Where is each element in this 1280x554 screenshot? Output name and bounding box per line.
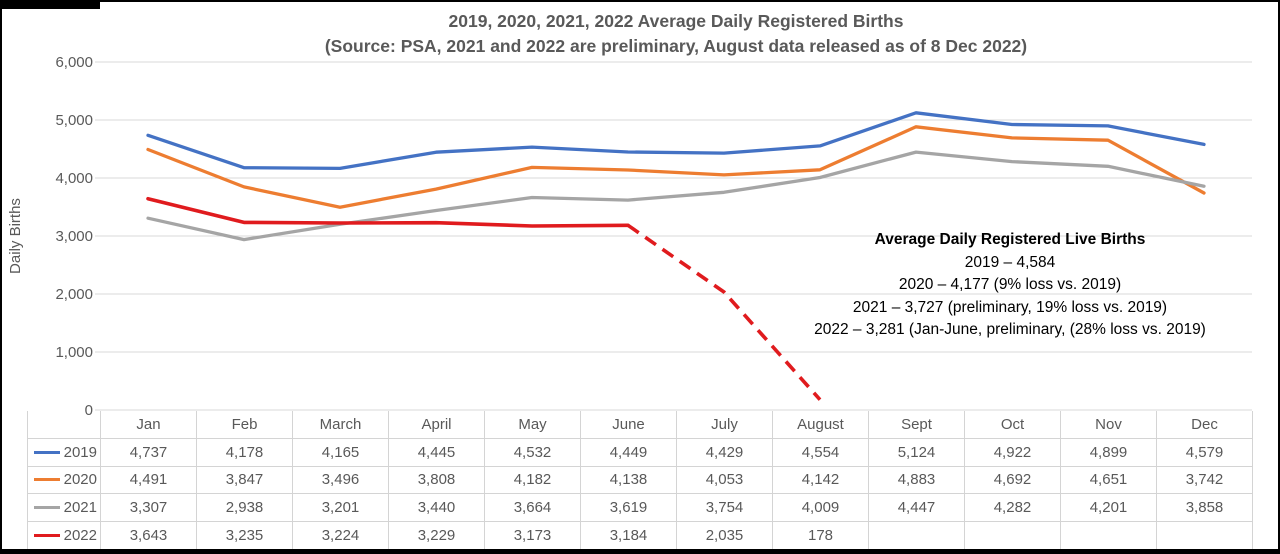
table-value-cell: 4,447 bbox=[869, 494, 965, 523]
table-value-cell: 4,182 bbox=[485, 466, 581, 495]
table-value-cell: 4,445 bbox=[389, 438, 485, 467]
table-value-cell: 3,858 bbox=[1157, 494, 1253, 523]
series-line-2022-solid bbox=[146, 196, 630, 228]
table-value-cell: 5,124 bbox=[869, 438, 965, 467]
month-header-cell: Dec bbox=[1157, 411, 1253, 439]
table-value-cell: 3,229 bbox=[389, 522, 485, 550]
table-value-cell: 3,173 bbox=[485, 522, 581, 550]
legend-label: 2020 bbox=[63, 471, 97, 489]
legend-cell-2022: 2022 bbox=[28, 522, 101, 550]
chart-title: 2019, 2020, 2021, 2022 Average Daily Reg… bbox=[448, 11, 904, 31]
table-value-cell: 4,142 bbox=[773, 466, 869, 495]
month-header-cell: Jan bbox=[101, 411, 197, 439]
legend-cell-2021: 2021 bbox=[28, 494, 101, 523]
table-value-cell: 4,282 bbox=[965, 494, 1061, 523]
table-value-cell: 3,224 bbox=[293, 522, 389, 550]
table-value-cell bbox=[1061, 522, 1157, 550]
annotation-box: Average Daily Registered Live Births 201… bbox=[788, 229, 1232, 342]
table-value-cell bbox=[1157, 522, 1253, 550]
table-value-cell: 4,178 bbox=[197, 438, 293, 467]
table-value-cell: 3,754 bbox=[677, 494, 773, 523]
data-table: Jan Feb March April May June July August Sept Oct… bbox=[27, 411, 1253, 550]
table-value-cell: 3,201 bbox=[293, 494, 389, 523]
chart-subtitle: (Source: PSA, 2021 and 2022 are prelimin… bbox=[324, 36, 1028, 56]
table-value-cell: 3,440 bbox=[389, 494, 485, 523]
month-header-cell: Feb bbox=[197, 411, 293, 439]
annotation-line: 2021 – 3,727 (preliminary, 19% loss vs. … bbox=[852, 298, 1168, 316]
series-line-2022-dashed bbox=[626, 223, 822, 401]
y-axis-tick-label: 2,000 bbox=[55, 286, 93, 303]
table-value-cell: 3,847 bbox=[197, 466, 293, 495]
month-header-cell: July bbox=[677, 411, 773, 439]
legend-cell-2019: 2019 bbox=[28, 438, 101, 467]
legend-swatch-2020 bbox=[33, 478, 60, 482]
y-axis-tick-label: 3,000 bbox=[55, 228, 93, 245]
table-value-cell: 4,883 bbox=[869, 466, 965, 495]
annotation-line: 2020 – 4,177 (9% loss vs. 2019) bbox=[898, 276, 1122, 293]
table-value-cell bbox=[869, 522, 965, 550]
month-header-cell: March bbox=[293, 411, 389, 439]
table-value-cell: 4,201 bbox=[1061, 494, 1157, 523]
y-axis-tick-label: 5,000 bbox=[55, 112, 93, 129]
month-header-cell: Sept bbox=[869, 411, 965, 439]
table-value-cell: 3,235 bbox=[197, 522, 293, 550]
table-value-cell: 4,532 bbox=[485, 438, 581, 467]
window-border-artifact bbox=[0, 0, 100, 9]
month-header-cell: April bbox=[389, 411, 485, 439]
month-header-cell: May bbox=[485, 411, 581, 439]
month-header-cell: Nov bbox=[1061, 411, 1157, 439]
legend-swatch-2019 bbox=[33, 450, 60, 454]
table-value-cell: 3,496 bbox=[293, 466, 389, 495]
table-value-cell: 4,692 bbox=[965, 466, 1061, 495]
table-value-cell: 4,491 bbox=[101, 466, 197, 495]
table-value-cell: 4,899 bbox=[1061, 438, 1157, 467]
table-value-cell: 3,307 bbox=[101, 494, 197, 523]
legend-label: 2021 bbox=[63, 499, 97, 517]
annotation-line: 2022 – 3,281 (Jan-June, preliminary, (28… bbox=[814, 321, 1206, 338]
y-axis-tick-label: 6,000 bbox=[55, 54, 93, 71]
table-value-cell: 2,035 bbox=[677, 522, 773, 550]
month-header-cell: June bbox=[581, 411, 677, 439]
y-axis-tick-label: 4,000 bbox=[55, 170, 93, 187]
table-value-cell: 4,449 bbox=[581, 438, 677, 467]
table-value-cell: 3,184 bbox=[581, 522, 677, 550]
table-value-cell: 3,664 bbox=[485, 494, 581, 523]
table-value-cell: 178 bbox=[773, 522, 869, 550]
series-line-2020 bbox=[146, 125, 1206, 209]
y-axis-tick-label: 1,000 bbox=[55, 344, 93, 361]
month-header-cell: Oct bbox=[965, 411, 1061, 439]
table-value-cell: 4,554 bbox=[773, 438, 869, 467]
table-value-cell: 4,053 bbox=[677, 466, 773, 495]
table-value-cell: 4,737 bbox=[101, 438, 197, 467]
table-value-cell: 4,138 bbox=[581, 466, 677, 495]
table-value-cell: 2,938 bbox=[197, 494, 293, 523]
annotation-heading: Average Daily Registered Live Births bbox=[874, 231, 1146, 248]
table-value-cell: 3,742 bbox=[1157, 466, 1253, 495]
series-line-2021 bbox=[146, 150, 1206, 242]
table-value-cell bbox=[965, 522, 1061, 550]
legend-swatch-2022 bbox=[33, 534, 60, 538]
table-value-cell: 4,429 bbox=[677, 438, 773, 467]
table-value-cell: 4,922 bbox=[965, 438, 1061, 467]
table-value-cell: 3,643 bbox=[101, 522, 197, 550]
table-corner-cell bbox=[28, 411, 101, 439]
table-value-cell: 4,579 bbox=[1157, 438, 1253, 467]
series-line-2019 bbox=[146, 111, 1206, 171]
y-axis-tick-label: 0 bbox=[85, 402, 93, 419]
table-value-cell: 4,651 bbox=[1061, 466, 1157, 495]
annotation-line: 2019 – 4,584 bbox=[964, 253, 1056, 271]
chart-title-block: 2019, 2020, 2021, 2022 Average Daily Reg… bbox=[100, 9, 1252, 59]
legend-label: 2022 bbox=[63, 527, 97, 545]
legend-swatch-2021 bbox=[33, 506, 60, 510]
legend-label: 2019 bbox=[63, 443, 97, 461]
legend-cell-2020: 2020 bbox=[28, 466, 101, 495]
table-value-cell: 4,165 bbox=[293, 438, 389, 467]
table-value-cell: 3,619 bbox=[581, 494, 677, 523]
table-value-cell: 3,808 bbox=[389, 466, 485, 495]
month-header-cell: August bbox=[773, 411, 869, 439]
table-value-cell: 4,009 bbox=[773, 494, 869, 523]
